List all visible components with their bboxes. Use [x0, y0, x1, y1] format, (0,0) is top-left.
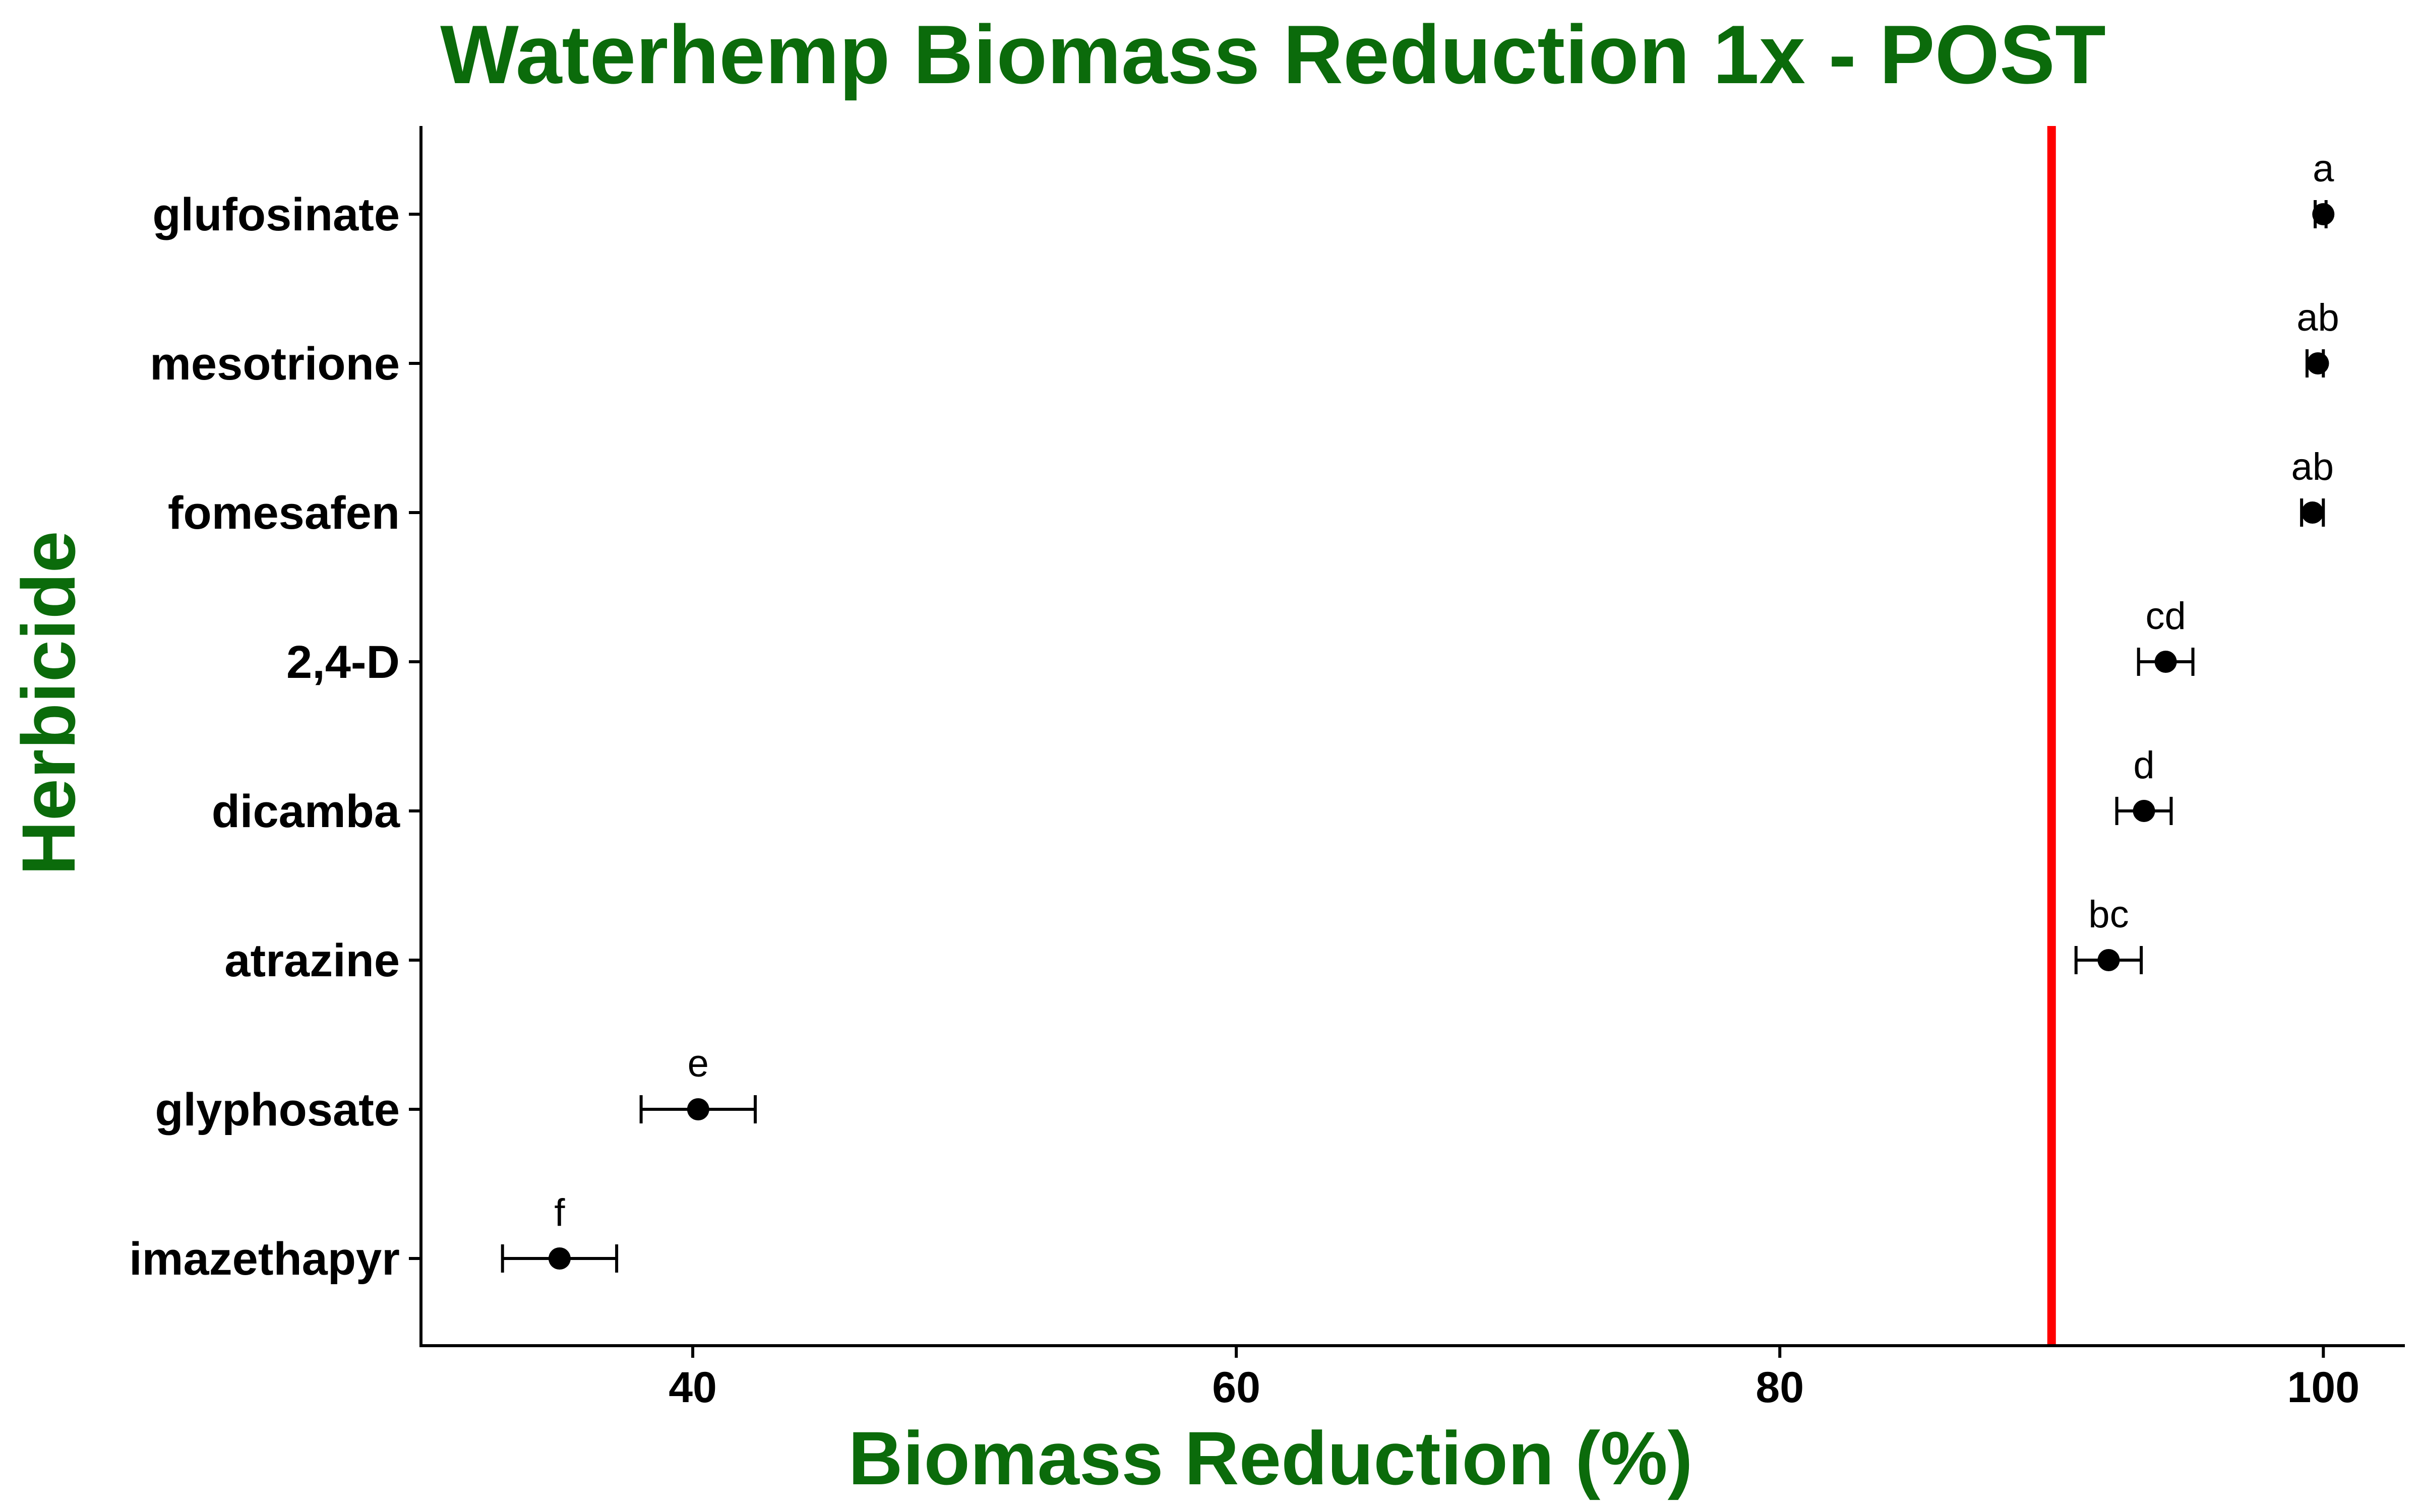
- data-label: a: [2313, 147, 2334, 190]
- data-label: bc: [2088, 893, 2129, 936]
- data-label: e: [688, 1042, 709, 1085]
- x-tick-label: 60: [1212, 1363, 1260, 1412]
- data-label: ab: [2296, 296, 2339, 339]
- data-label: d: [2133, 744, 2154, 787]
- x-tick-label: 40: [669, 1363, 717, 1412]
- y-tick-label: 2,4-D: [286, 637, 400, 688]
- y-tick-label: mesotrione: [150, 338, 400, 390]
- data-point: [687, 1098, 709, 1120]
- chart-title: Waterhemp Biomass Reduction 1x - POST: [440, 8, 2106, 101]
- data-point: [2301, 501, 2324, 524]
- data-point: [2154, 651, 2177, 673]
- data-label: f: [554, 1191, 565, 1234]
- y-tick-label: glufosinate: [152, 189, 400, 240]
- data-point: [2097, 949, 2120, 971]
- data-label: ab: [2291, 446, 2334, 488]
- data-point: [2307, 352, 2329, 374]
- y-tick-label: glyphosate: [155, 1084, 400, 1136]
- x-tick-label: 100: [2287, 1363, 2360, 1412]
- y-tick-label: fomesafen: [168, 487, 400, 539]
- data-point: [2133, 800, 2155, 822]
- x-tick-label: 80: [1756, 1363, 1804, 1412]
- y-tick-label: dicamba: [212, 786, 400, 837]
- y-tick-label: atrazine: [224, 935, 400, 986]
- plot-area: 40 60 80 100 glufosinate a mesotrione ab fomesaf…: [129, 126, 2405, 1412]
- data-point: [548, 1247, 571, 1270]
- x-axis-title: Biomass Reduction (%): [848, 1416, 1692, 1500]
- data-point: [2312, 203, 2335, 225]
- y-axis-title: Herbicide: [6, 531, 91, 875]
- y-tick-label: imazethapyr: [129, 1233, 400, 1285]
- data-label: cd: [2146, 595, 2186, 638]
